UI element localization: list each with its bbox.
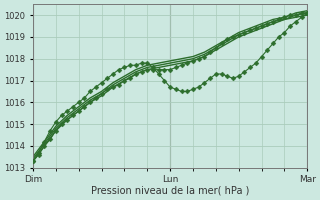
X-axis label: Pression niveau de la mer( hPa ): Pression niveau de la mer( hPa )	[91, 186, 249, 196]
